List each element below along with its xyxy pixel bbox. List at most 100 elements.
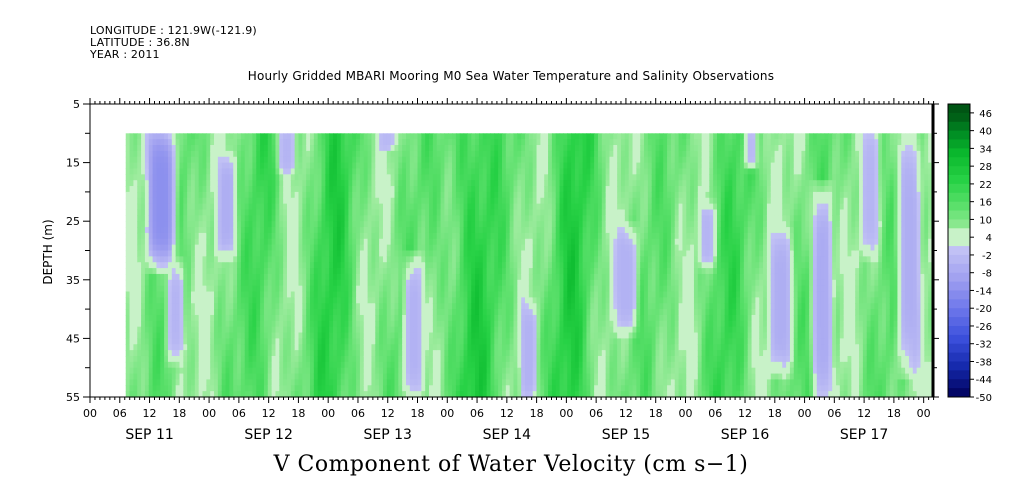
heatmap-cell bbox=[267, 355, 273, 363]
heatmap-cell bbox=[379, 361, 384, 369]
heatmap-cell bbox=[217, 361, 223, 369]
heatmap-cell bbox=[187, 355, 192, 363]
heatmap-cell bbox=[275, 303, 280, 310]
heatmap-cell bbox=[417, 180, 422, 187]
heatmap-cell bbox=[379, 297, 384, 304]
heatmap-cell bbox=[498, 326, 503, 334]
heatmap-cell bbox=[436, 385, 442, 392]
heatmap-cell bbox=[240, 203, 246, 211]
heatmap-cell bbox=[417, 320, 422, 328]
heatmap-cell bbox=[194, 361, 200, 369]
heatmap-cell bbox=[310, 344, 315, 351]
heatmap-cell bbox=[225, 227, 230, 234]
heatmap-cell bbox=[160, 373, 165, 381]
heatmap-cell bbox=[317, 350, 323, 357]
heatmap-cell bbox=[183, 221, 188, 228]
heatmap-cell bbox=[144, 139, 150, 146]
heatmap-cell bbox=[167, 244, 173, 252]
heatmap-cell bbox=[371, 209, 376, 216]
heatmap-cell bbox=[505, 361, 511, 369]
heatmap-cell bbox=[486, 215, 492, 222]
heatmap-cell bbox=[432, 227, 438, 234]
heatmap-cell bbox=[452, 391, 457, 398]
heatmap-cell bbox=[548, 156, 553, 164]
heatmap-cell bbox=[394, 391, 399, 398]
heatmap-cell bbox=[279, 332, 284, 339]
heatmap-cell bbox=[275, 268, 280, 275]
heatmap-cell bbox=[298, 314, 303, 322]
heatmap-cell bbox=[210, 250, 215, 257]
heatmap-cell bbox=[425, 303, 430, 310]
heatmap-cell bbox=[444, 385, 449, 392]
heatmap-cell bbox=[444, 391, 449, 398]
heatmap-cell bbox=[256, 273, 261, 281]
heatmap-cell bbox=[302, 320, 307, 328]
heatmap-cell bbox=[206, 133, 211, 140]
heatmap-cell bbox=[525, 355, 530, 363]
heatmap-cell bbox=[152, 133, 158, 140]
heatmap-cell bbox=[375, 367, 380, 375]
heatmap-cell bbox=[164, 326, 169, 334]
heatmap-cell bbox=[137, 373, 142, 381]
heatmap-cell bbox=[183, 297, 188, 304]
heatmap-cell bbox=[267, 297, 273, 304]
heatmap-cell bbox=[440, 262, 445, 269]
heatmap-cell bbox=[294, 156, 300, 164]
heatmap-cell bbox=[202, 367, 207, 375]
heatmap-cell bbox=[202, 344, 207, 351]
heatmap-cell bbox=[129, 250, 135, 257]
heatmap-cell bbox=[448, 314, 453, 322]
heatmap-cell bbox=[382, 350, 388, 357]
heatmap-cell bbox=[260, 367, 265, 375]
heatmap-cell bbox=[425, 273, 430, 281]
heatmap-cell bbox=[521, 291, 526, 298]
heatmap-cell bbox=[133, 379, 138, 386]
heatmap-cell bbox=[179, 303, 184, 310]
heatmap-cell bbox=[141, 156, 146, 164]
heatmap-cell bbox=[125, 273, 131, 281]
heatmap-cell bbox=[221, 262, 227, 269]
heatmap-cell bbox=[256, 180, 261, 187]
heatmap-cell bbox=[440, 355, 445, 363]
heatmap-cell bbox=[248, 385, 254, 392]
heatmap-cell bbox=[260, 320, 265, 328]
heatmap-cell bbox=[286, 215, 292, 222]
heatmap-cell bbox=[501, 238, 507, 246]
heatmap-cell bbox=[513, 273, 518, 281]
heatmap-cell bbox=[528, 133, 534, 140]
heatmap-cell bbox=[455, 338, 461, 345]
heatmap-cell bbox=[432, 268, 438, 275]
heatmap-cell bbox=[344, 150, 350, 158]
heatmap-cell bbox=[148, 174, 154, 181]
heatmap-cell bbox=[413, 191, 419, 199]
heatmap-cell bbox=[325, 186, 330, 193]
heatmap-cell bbox=[125, 297, 131, 304]
heatmap-cell bbox=[179, 150, 184, 158]
heatmap-cell bbox=[478, 162, 484, 170]
heatmap-cell bbox=[263, 332, 269, 339]
heatmap-cell bbox=[413, 133, 419, 140]
heatmap-cell bbox=[283, 250, 288, 257]
heatmap-cell bbox=[348, 344, 353, 351]
heatmap-cell bbox=[509, 227, 515, 234]
heatmap-cell bbox=[133, 291, 138, 298]
heatmap-cell bbox=[194, 150, 200, 158]
heatmap-cell bbox=[248, 303, 254, 310]
heatmap-cell bbox=[501, 314, 507, 322]
heatmap-cell bbox=[367, 268, 373, 275]
heatmap-cell bbox=[490, 250, 495, 257]
heatmap-cell bbox=[398, 191, 403, 199]
heatmap-cell bbox=[375, 139, 380, 146]
heatmap-cell bbox=[459, 379, 465, 386]
heatmap-cell bbox=[256, 186, 261, 193]
heatmap-cell bbox=[406, 191, 411, 199]
heatmap-cell bbox=[237, 373, 242, 381]
heatmap-cell bbox=[286, 221, 292, 228]
heatmap-cell bbox=[148, 332, 154, 339]
heatmap-cell bbox=[413, 309, 419, 316]
heatmap-cell bbox=[501, 250, 507, 257]
heatmap-cell bbox=[125, 268, 131, 275]
heatmap-cell bbox=[367, 285, 373, 293]
heatmap-cell bbox=[240, 186, 246, 193]
heatmap-cell bbox=[171, 309, 177, 316]
